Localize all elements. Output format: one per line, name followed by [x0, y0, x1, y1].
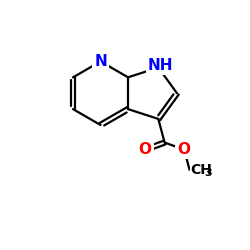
Text: CH: CH: [191, 163, 212, 177]
Text: 3: 3: [205, 168, 212, 178]
Text: N: N: [94, 54, 107, 69]
Text: O: O: [138, 142, 151, 157]
Text: O: O: [178, 142, 191, 157]
Text: NH: NH: [148, 58, 173, 73]
